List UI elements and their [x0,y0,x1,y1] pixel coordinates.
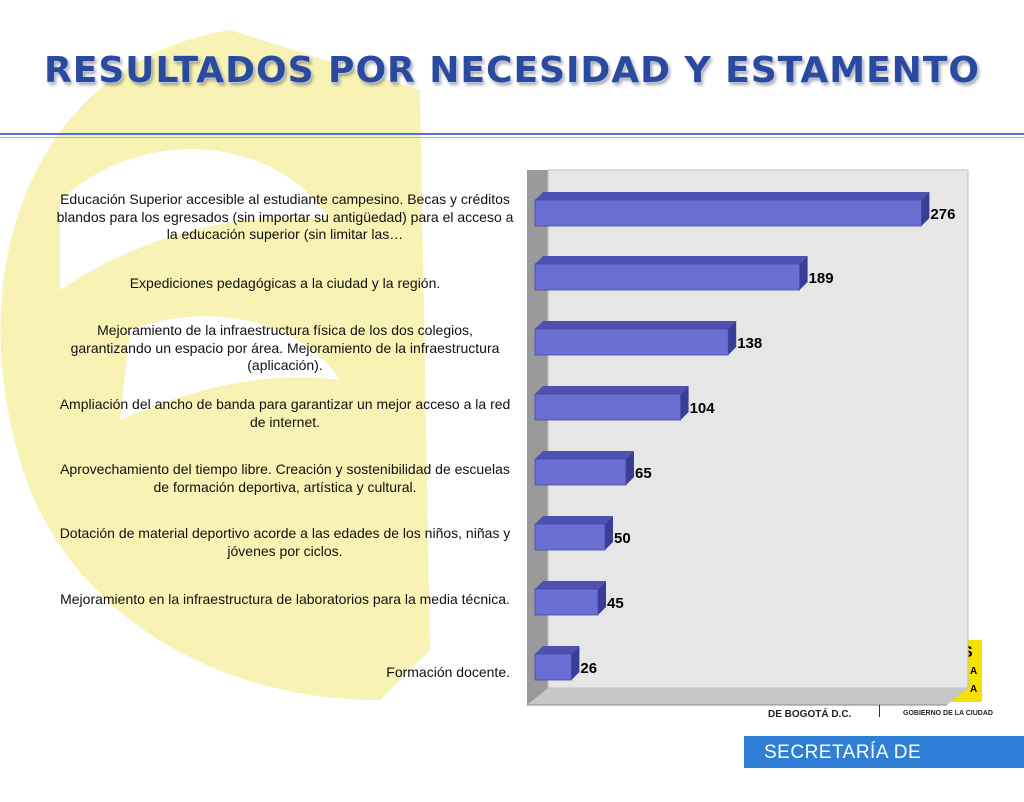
plot-area-frame [527,169,969,706]
bar-top-face [535,321,737,329]
bar-front-face [534,328,729,356]
bar [534,581,606,616]
bar [534,451,634,486]
bar-top-face [535,256,808,264]
title-divider [0,133,1024,135]
bar-value-label: 50 [614,530,631,547]
footer-separator [879,705,880,717]
category-label: Formación docente. [386,664,510,680]
background-watermark-logo [0,30,430,700]
category-label: Aprovechamiento del tiempo libre. Creaci… [60,461,510,495]
bar [534,256,808,291]
bar-side-face [605,516,613,550]
bar-chart: 276 189 138 104 65 50 45 26 [527,169,969,706]
bar-value-label: 138 [737,335,762,352]
category-label: Mejoramiento de la infraestructura físic… [70,322,500,373]
bar-top-face [535,451,634,459]
bar-value-label: 104 [690,400,716,417]
bar-front-face [534,393,682,421]
bar-value-label: 189 [809,270,834,287]
bar [534,386,689,421]
bar-side-face [571,646,580,680]
bar-front-face [534,458,627,486]
bar [534,321,737,356]
footer-government-label: GOBIERNO DE LA CIUDAD [903,710,993,717]
bar-value-label: 26 [580,660,597,677]
category-label: Expediciones pedagógicas a la ciudad y l… [129,275,441,291]
category-label: Educación Superior accesible al estudian… [56,191,514,242]
bar-side-face [921,192,930,226]
bar-front-face [534,653,572,681]
bar-top-face [535,386,689,394]
footer-department-banner: SECRETARÍA DE EDUCACIÓN [744,736,1024,796]
bar-front-face [534,523,606,551]
category-label: Mejoramiento en la infraestructura de la… [60,591,510,607]
page-title: RESULTADOS POR NECESIDAD Y ESTAMENTO [44,50,980,91]
logo-letter: A [970,666,978,677]
bar-side-face [680,386,689,420]
title-divider-thin [0,137,1024,138]
bar-front-face [534,199,922,227]
bar-side-face [626,451,634,485]
bar-top-face [535,646,580,654]
bar-side-face [598,581,606,615]
bar-value-label: 45 [607,595,624,612]
bar-front-face [534,588,599,616]
bar [534,516,613,551]
category-label: Dotación de material deportivo acorde a … [59,525,511,559]
bar-value-label: 65 [635,465,652,482]
logo-letter: A [970,684,978,695]
bar [534,192,930,227]
category-label: Ampliación del ancho de banda para garan… [59,396,511,430]
bar-top-face [535,192,930,200]
bar-side-face [728,321,737,355]
bar [534,646,580,681]
bar-value-label: 276 [930,206,955,223]
bar-front-face [534,263,801,291]
bar-top-face [535,581,606,589]
bar-side-face [799,256,808,290]
bar-top-face [535,516,613,524]
footer-city-label: DE BOGOTÁ D.C. [768,709,852,720]
